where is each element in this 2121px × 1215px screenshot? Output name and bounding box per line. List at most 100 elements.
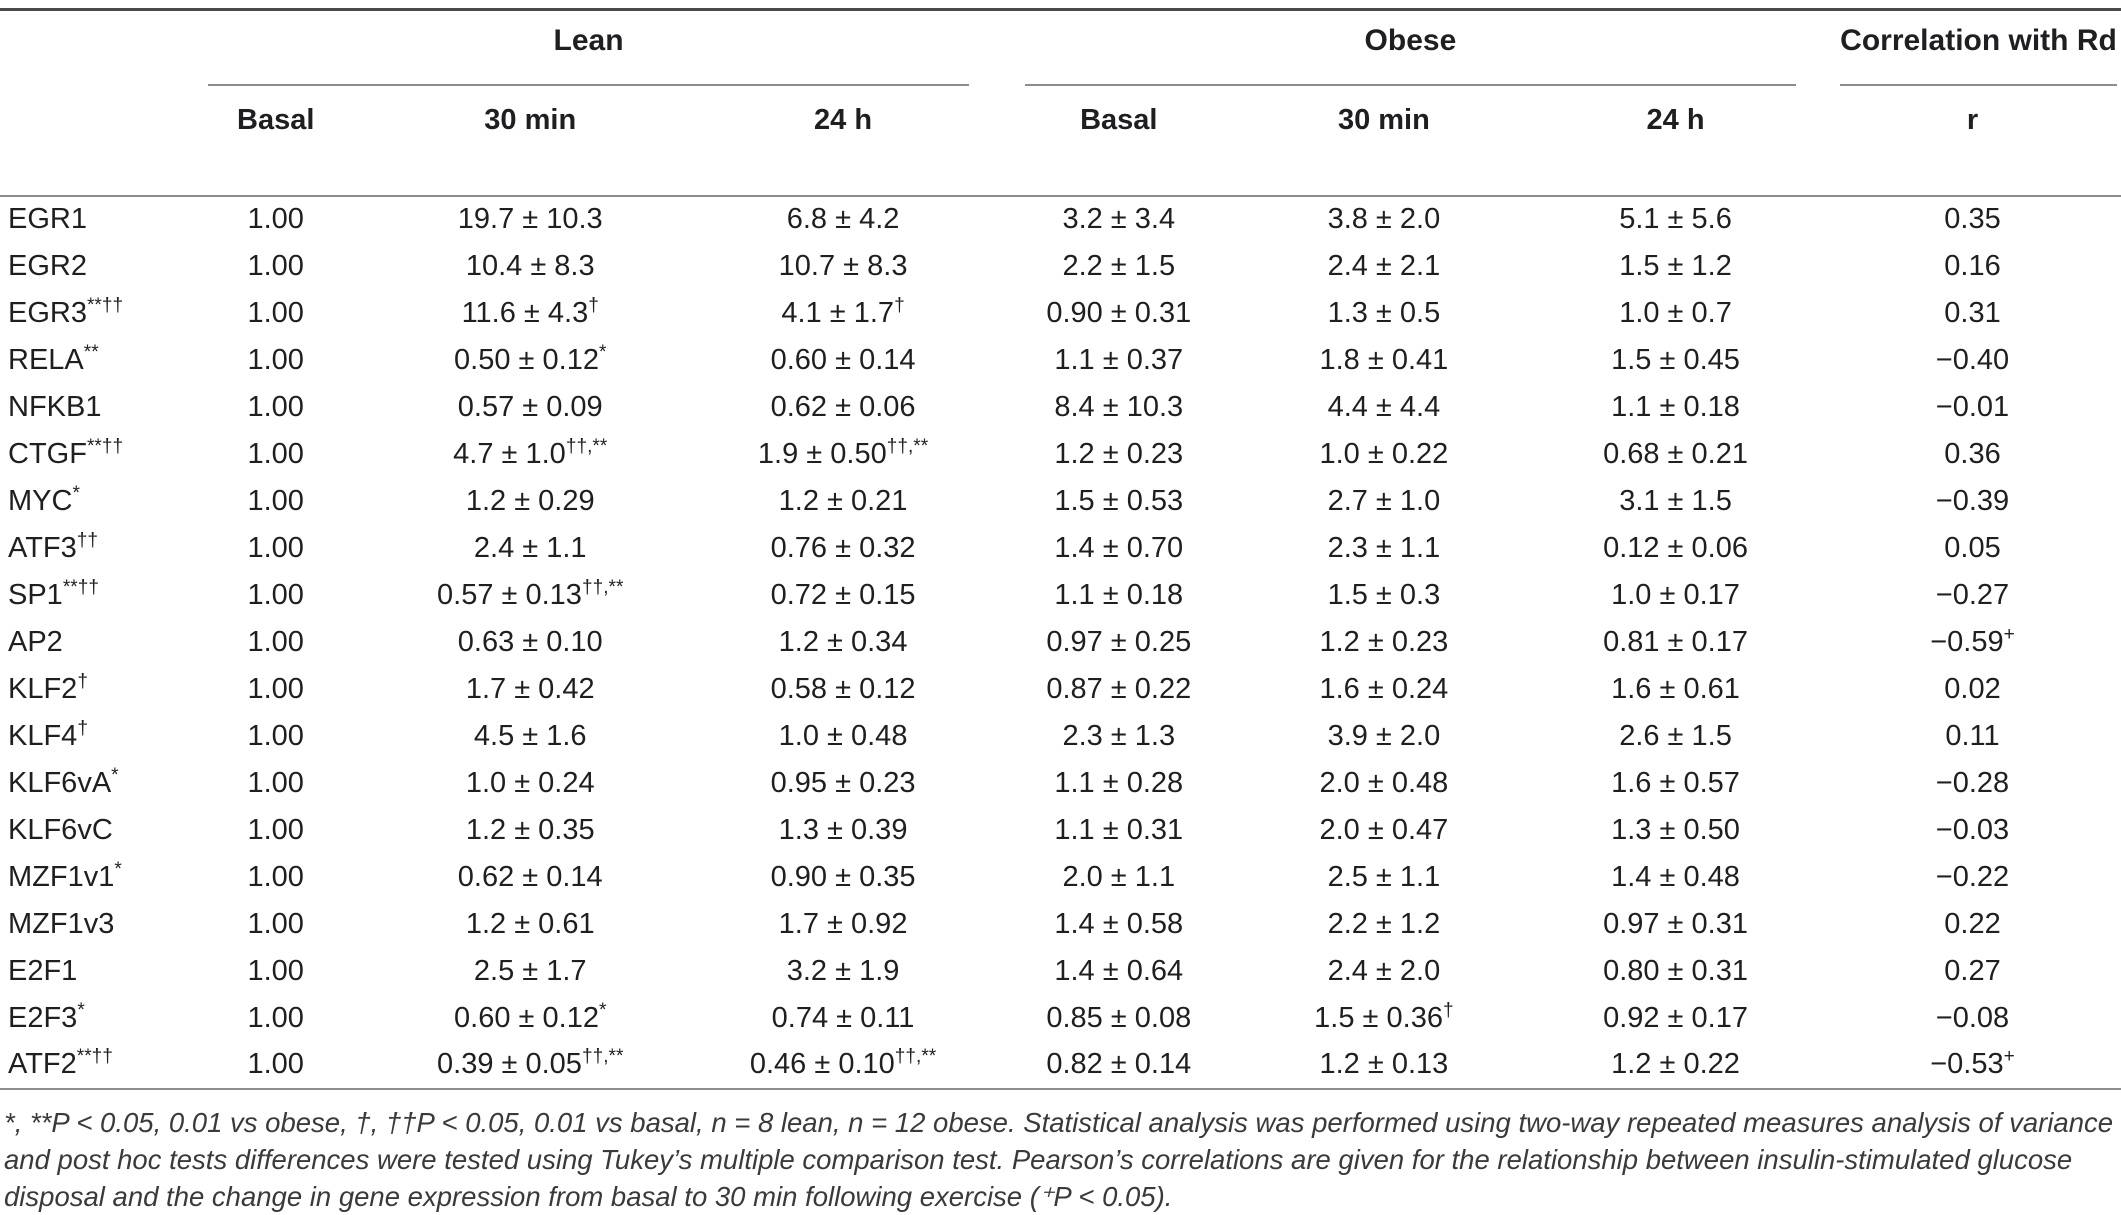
significance-marker: ††,** [581, 1046, 624, 1068]
value-cell-lean-30min: 2.5 ± 1.7 [473, 954, 587, 987]
value-cell-obese-basal: 1.4 ± 0.70 [1054, 531, 1184, 564]
col-header-lean-30min: 30 min [371, 85, 690, 197]
gene-name: RELA** [8, 341, 99, 376]
value-cell-lean-basal: 1.00 [247, 390, 304, 423]
value-cell-r: 0.05 [1944, 531, 2001, 564]
value-cell-obese-24h: 1.4 ± 0.48 [1611, 860, 1740, 893]
value-cell-obese-basal: 2.2 ± 1.5 [1062, 249, 1176, 282]
value-cell-r: −0.59+ [1930, 623, 2015, 658]
table-row: RELA** 1.00 0.50 ± 0.12* 0.60 ± 0.14 1.1… [0, 337, 2121, 384]
value-cell-obese-30min: 2.4 ± 2.0 [1327, 954, 1441, 987]
value-cell-obese-basal: 3.2 ± 3.4 [1062, 203, 1176, 235]
value-cell-r: 0.31 [1944, 296, 2001, 329]
gene-name: ATF3†† [8, 529, 99, 564]
table-row: MYC* 1.00 1.2 ± 0.29 1.2 ± 0.21 1.5 ± 0.… [0, 478, 2121, 525]
value-cell-lean-24h: 6.8 ± 4.2 [786, 203, 900, 235]
value-cell-obese-basal: 8.4 ± 10.3 [1054, 390, 1184, 423]
value-cell-lean-30min: 0.60 ± 0.12* [454, 999, 607, 1034]
value-cell-obese-30min: 2.3 ± 1.1 [1327, 531, 1441, 564]
group-label-lean: Lean [553, 23, 624, 57]
value-cell-r: 0.35 [1944, 203, 2001, 235]
value-cell-obese-24h: 2.6 ± 1.5 [1619, 719, 1732, 752]
table-row: ATF3†† 1.00 2.4 ± 1.1 0.76 ± 0.32 1.4 ± … [0, 525, 2121, 572]
value-cell-lean-30min: 4.7 ± 1.0††,** [453, 435, 608, 470]
column-group-lean: Lean [180, 10, 997, 86]
value-cell-obese-30min: 2.2 ± 1.2 [1327, 907, 1441, 940]
value-cell-obese-30min: 3.8 ± 2.0 [1327, 203, 1441, 235]
value-cell-obese-30min: 1.2 ± 0.13 [1319, 1048, 1449, 1080]
sub-header-row: Basal 30 min 24 h Basal 30 min 24 h r [0, 85, 2121, 197]
value-cell-lean-30min: 0.63 ± 0.10 [457, 625, 603, 658]
value-cell-lean-30min: 1.2 ± 0.29 [465, 484, 595, 517]
value-cell-obese-24h: 0.80 ± 0.31 [1603, 954, 1748, 987]
value-cell-obese-24h: 1.0 ± 0.17 [1611, 578, 1740, 611]
table-header: Lean Obese Correlation with Rd Basal [0, 10, 2121, 197]
significance-marker: † [588, 294, 599, 316]
column-group-correlation: Correlation with Rd [1824, 10, 2121, 86]
gene-name: NFKB1 [8, 390, 102, 423]
value-cell-r: −0.08 [1935, 1001, 2010, 1034]
table-row: KLF4† 1.00 4.5 ± 1.6 1.0 ± 0.48 2.3 ± 1.… [0, 713, 2121, 760]
value-cell-obese-basal: 1.4 ± 0.64 [1054, 954, 1184, 987]
value-cell-lean-24h: 0.90 ± 0.35 [770, 860, 916, 893]
gene-name: CTGF**†† [8, 435, 124, 470]
value-cell-lean-basal: 1.00 [247, 954, 304, 987]
gene-name: AP2 [8, 625, 63, 658]
value-cell-obese-24h: 1.0 ± 0.7 [1619, 296, 1732, 329]
value-cell-lean-basal: 1.00 [247, 437, 304, 470]
value-cell-obese-30min: 2.0 ± 0.47 [1319, 813, 1449, 846]
significance-marker: † [894, 294, 905, 316]
significance-marker: * [598, 999, 607, 1021]
value-cell-lean-24h: 0.74 ± 0.11 [771, 1001, 915, 1034]
value-cell-lean-30min: 1.2 ± 0.61 [465, 907, 595, 940]
value-cell-obese-24h: 0.68 ± 0.21 [1603, 437, 1748, 470]
lean-group-underline: Lean [208, 24, 969, 86]
value-cell-obese-basal: 0.87 ± 0.22 [1046, 672, 1192, 705]
value-cell-obese-24h: 1.6 ± 0.61 [1611, 672, 1740, 705]
value-cell-obese-30min: 1.5 ± 0.36† [1314, 999, 1454, 1034]
value-cell-obese-30min: 3.9 ± 2.0 [1327, 719, 1441, 752]
value-cell-obese-30min: 1.0 ± 0.22 [1319, 437, 1449, 470]
correlation-group-underline: Correlation with Rd [1840, 24, 2117, 86]
col-header-obese-24h: 24 h [1527, 85, 1824, 197]
table-row: EGR2 1.00 10.4 ± 8.3 10.7 ± 8.3 2.2 ± 1.… [0, 243, 2121, 290]
table-body: EGR1 1.00 19.7 ± 10.3 6.8 ± 4.2 3.2 ± 3.… [0, 196, 2121, 1089]
value-cell-r: 0.36 [1944, 437, 2001, 470]
table-row: MZF1v1* 1.00 0.62 ± 0.14 0.90 ± 0.35 2.0… [0, 854, 2121, 901]
table-row: EGR3**†† 1.00 11.6 ± 4.3† 4.1 ± 1.7† 0.9… [0, 290, 2121, 337]
col-header-lean-24h: 24 h [689, 85, 997, 197]
significance-marker: + [2003, 623, 2015, 645]
table-row: CTGF**†† 1.00 4.7 ± 1.0††,** 1.9 ± 0.50†… [0, 431, 2121, 478]
value-cell-obese-24h: 0.97 ± 0.31 [1603, 907, 1748, 940]
value-cell-lean-24h: 0.72 ± 0.15 [770, 578, 916, 611]
gene-name: ATF2**†† [8, 1046, 113, 1080]
table-row: KLF6vA* 1.00 1.0 ± 0.24 0.95 ± 0.23 1.1 … [0, 760, 2121, 807]
table-row: MZF1v3 1.00 1.2 ± 0.61 1.7 ± 0.92 1.4 ± … [0, 901, 2121, 948]
gene-significance-marker: * [111, 764, 119, 786]
value-cell-lean-basal: 1.00 [247, 625, 304, 658]
value-cell-obese-24h: 1.5 ± 0.45 [1611, 343, 1740, 376]
gene-name: EGR3**†† [8, 294, 124, 329]
value-cell-lean-24h: 1.3 ± 0.39 [778, 813, 908, 846]
value-cell-r: 0.16 [1944, 249, 2001, 282]
significance-marker: † [1442, 999, 1454, 1021]
value-cell-lean-30min: 0.57 ± 0.13††,** [437, 576, 624, 611]
gene-significance-marker: † [77, 717, 88, 739]
value-cell-obese-basal: 1.4 ± 0.58 [1054, 907, 1184, 940]
value-cell-r: −0.40 [1935, 343, 2010, 376]
significance-marker: * [598, 341, 607, 363]
value-cell-lean-24h: 10.7 ± 8.3 [778, 249, 908, 282]
footnote: *, **P < 0.05, 0.01 vs obese, †, ††P < 0… [4, 1106, 2114, 1212]
gene-significance-marker: **†† [86, 294, 124, 316]
group-label-obese: Obese [1364, 23, 1457, 57]
value-cell-lean-basal: 1.00 [247, 249, 304, 282]
value-cell-lean-30min: 4.5 ± 1.6 [473, 719, 587, 752]
gene-significance-marker: **†† [76, 1046, 113, 1068]
gene-name: EGR2 [8, 249, 87, 282]
value-cell-obese-30min: 2.4 ± 2.1 [1327, 249, 1441, 282]
value-cell-lean-basal: 1.00 [247, 296, 304, 329]
value-cell-r: −0.01 [1935, 390, 2010, 423]
value-cell-lean-24h: 3.2 ± 1.9 [786, 954, 900, 987]
value-cell-lean-24h: 0.62 ± 0.06 [770, 390, 916, 423]
value-cell-r: −0.27 [1935, 578, 2010, 611]
